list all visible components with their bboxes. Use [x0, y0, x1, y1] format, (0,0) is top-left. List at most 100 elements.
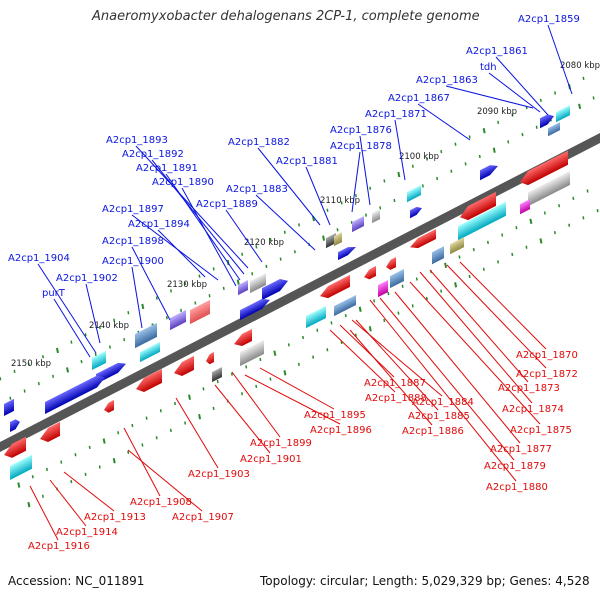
- forward-gene: [326, 233, 336, 249]
- reverse-gene: [234, 328, 252, 347]
- forward-gene-label: A2cp1_1890: [152, 177, 214, 188]
- tick-mark: [340, 201, 343, 205]
- forward-gene-shape: [372, 209, 380, 224]
- reverse-leader-line: [355, 319, 439, 411]
- forward-leader-line: [131, 246, 171, 321]
- scale-label: 2100 kbp: [399, 152, 439, 162]
- reverse-gene-label: A2cp1_1884: [412, 397, 474, 408]
- reverse-leader-line: [446, 264, 547, 369]
- forward-gene-label: A2cp1_1883: [226, 184, 288, 195]
- tick-mark: [102, 438, 106, 444]
- reverse-gene: [10, 454, 32, 481]
- tick-mark: [326, 208, 329, 212]
- forward-leader-line: [445, 85, 534, 109]
- tick-mark: [298, 223, 301, 227]
- reverse-gene-shape: [234, 328, 252, 347]
- forward-gene: [140, 341, 160, 363]
- tick-mark: [230, 372, 233, 376]
- tick-mark: [70, 480, 73, 484]
- tick-mark: [194, 301, 197, 305]
- tick-mark: [94, 352, 97, 356]
- reverse-gene-shape: [410, 228, 436, 249]
- tick-mark: [31, 475, 34, 479]
- forward-gene-shape: [410, 206, 422, 219]
- forward-gene: [170, 309, 186, 331]
- forward-gene-shape: [240, 298, 270, 321]
- tick-mark: [198, 414, 202, 420]
- forward-leader-line: [495, 56, 549, 116]
- reverse-gene: [432, 246, 444, 265]
- reverse-gene: [334, 294, 356, 317]
- reverse-gene-label: A2cp1_1870: [516, 350, 578, 361]
- tick-mark: [450, 169, 453, 173]
- forward-gene-shape: [10, 419, 20, 433]
- forward-gene: [4, 398, 14, 417]
- forward-gene-label: A2cp1_1863: [416, 75, 478, 86]
- forward-leader-line: [359, 135, 371, 206]
- tick-mark: [344, 313, 347, 318]
- forward-gene-label: A2cp1_1891: [136, 163, 198, 174]
- tick-mark: [208, 294, 211, 298]
- tick-mark: [84, 472, 87, 476]
- reverse-gene-label: A2cp1_1874: [502, 404, 564, 415]
- tick-mark: [539, 238, 543, 244]
- tick-mark: [492, 147, 496, 153]
- reverse-gene: [410, 228, 436, 249]
- forward-gene-shape: [480, 165, 498, 181]
- scale-label: 2140 kbp: [89, 321, 129, 331]
- reverse-leader-line: [49, 479, 87, 527]
- forward-gene-label: A2cp1_1904: [8, 253, 70, 264]
- reverse-leader-line: [459, 261, 547, 350]
- reverse-gene-shape: [378, 280, 388, 298]
- tick-mark: [66, 367, 70, 373]
- tick-mark: [279, 257, 282, 261]
- forward-leader-line: [394, 119, 406, 181]
- forward-leader-line: [85, 283, 101, 344]
- tick-mark: [373, 299, 376, 303]
- forward-gene-label: A2cp1_1897: [102, 204, 164, 215]
- tick-mark: [511, 113, 514, 117]
- tick-mark: [539, 98, 542, 102]
- reverse-leader-line: [29, 485, 59, 541]
- forward-gene: [250, 272, 266, 294]
- forward-gene: [410, 206, 422, 219]
- reverse-leader-line: [409, 281, 541, 425]
- reverse-gene: [458, 201, 506, 241]
- forward-gene-shape: [140, 341, 160, 363]
- tick-mark: [80, 360, 83, 364]
- tick-mark: [222, 286, 225, 291]
- scale-label: 2080 kbp: [560, 61, 600, 71]
- forward-gene-shape: [556, 105, 570, 123]
- tick-mark: [535, 125, 538, 129]
- forward-gene: [352, 216, 364, 233]
- forward-leader-line: [547, 24, 573, 95]
- tick-mark: [216, 379, 219, 384]
- tick-mark: [350, 220, 353, 225]
- reverse-gene-shape: [432, 246, 444, 265]
- forward-gene-shape: [250, 272, 266, 294]
- reverse-gene-shape: [306, 305, 326, 329]
- tick-mark: [269, 377, 272, 381]
- tick-mark: [486, 240, 489, 244]
- tick-mark: [582, 76, 585, 81]
- reverse-gene-shape: [460, 191, 496, 221]
- forward-leader-line: [255, 194, 316, 251]
- forward-leader-line: [225, 209, 263, 263]
- tick-mark: [511, 252, 514, 257]
- tick-mark: [251, 272, 254, 276]
- tick-mark: [354, 193, 357, 198]
- gene-features: [4, 105, 570, 481]
- tick-mark: [293, 250, 296, 254]
- backbone-band: [0, 133, 600, 452]
- forward-gene-shape: [262, 278, 288, 301]
- tick-mark: [421, 184, 424, 188]
- tick-mark: [572, 196, 575, 200]
- genome-stats-text: Topology: circular; Length: 5,029,329 bp…: [260, 574, 590, 588]
- genome-title: Anaeromyxobacter dehalogenans 2CP-1, com…: [92, 9, 480, 24]
- tick-mark: [553, 230, 556, 235]
- tick-mark: [180, 308, 183, 313]
- tick-mark: [202, 387, 205, 391]
- scale-label: 2130 kbp: [167, 280, 207, 290]
- forward-leader-line: [53, 298, 91, 358]
- tick-mark: [397, 171, 401, 178]
